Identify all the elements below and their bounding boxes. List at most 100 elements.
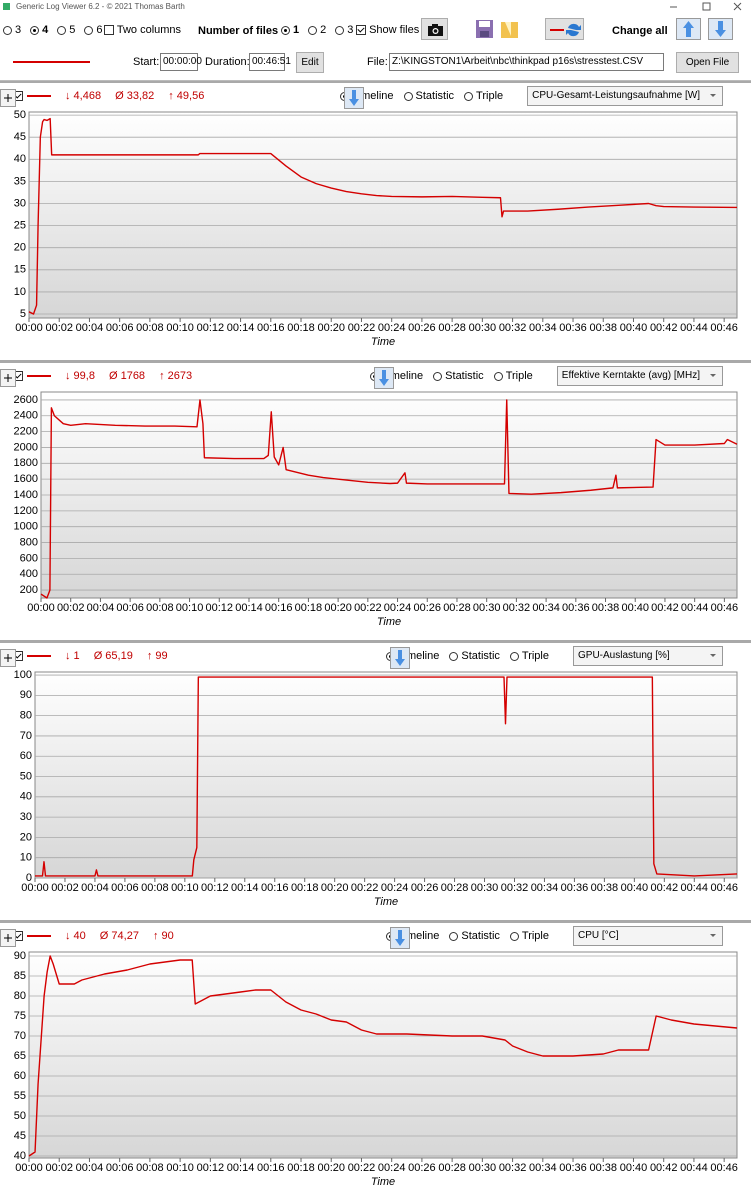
radio[interactable]	[433, 371, 443, 381]
x-tick-label: 00:20	[321, 882, 349, 894]
plot-area	[28, 951, 738, 1159]
x-tick-label: 00:34	[532, 602, 560, 614]
open-file-button[interactable]: Open File	[676, 52, 739, 73]
duration-input[interactable]: 00:46:51	[249, 53, 291, 71]
channel-dropdown[interactable]: CPU-Gesamt-Leistungsaufnahme [W]	[527, 86, 723, 106]
show-files-option[interactable]: Show files	[356, 24, 419, 36]
view-option[interactable]: Triple	[509, 650, 549, 662]
radio[interactable]	[449, 651, 459, 661]
x-tick-label: 00:44	[681, 882, 709, 894]
x-tick-label: 00:42	[650, 322, 678, 334]
radio[interactable]	[84, 25, 94, 35]
stat-value: Ø 33,82	[115, 90, 155, 102]
y-tick-label: 200	[20, 584, 38, 596]
radio[interactable]	[30, 25, 40, 35]
x-tick-label: 00:18	[287, 1162, 315, 1174]
view-option[interactable]: Statistic	[433, 370, 484, 382]
x-tick-label: 00:40	[620, 322, 648, 334]
stats: ↓ 40 Ø 74,27 ↑ 90	[65, 930, 188, 942]
x-tick-label: 00:44	[680, 322, 708, 334]
y-tick-label: 40	[14, 153, 26, 165]
add-button[interactable]	[0, 929, 16, 947]
x-tick-label: 00:16	[261, 882, 289, 894]
column-options: 3 4 5 6	[3, 24, 112, 36]
file-label: File:	[367, 56, 388, 68]
x-tick-label: 00:30	[473, 602, 501, 614]
x-tick-label: 00:40	[621, 602, 649, 614]
radio[interactable]	[281, 25, 290, 35]
move-down-button[interactable]	[390, 647, 411, 669]
y-tick-label: 90	[20, 689, 32, 701]
move-down-button[interactable]	[390, 927, 411, 949]
panel-header-left: ↓ 99,8 Ø 1768 ↑ 2673	[13, 367, 206, 385]
radio[interactable]	[509, 651, 519, 661]
radio[interactable]	[449, 931, 459, 941]
two-columns-option[interactable]: Two columns	[104, 24, 181, 36]
move-up-all-button[interactable]	[676, 18, 701, 40]
view-option[interactable]: Triple	[493, 370, 533, 382]
data-line	[28, 117, 738, 315]
file-count-option[interactable]: 2	[308, 24, 326, 36]
view-option[interactable]: Statistic	[449, 930, 500, 942]
stat-value: ↓ 4,468	[65, 90, 102, 102]
y-tick-label: 85	[14, 970, 26, 982]
y-tick-label: 55	[14, 1090, 26, 1102]
y-tick-label: 30	[20, 811, 32, 823]
x-tick-label: 00:08	[141, 882, 169, 894]
move-down-button[interactable]	[374, 367, 394, 389]
view-option[interactable]: Triple	[509, 930, 549, 942]
plot-area	[34, 671, 738, 879]
add-button[interactable]	[0, 649, 16, 667]
save-button[interactable]	[475, 19, 494, 39]
file-count-option[interactable]: 3	[335, 24, 353, 36]
x-tick-label: 00:06	[106, 322, 134, 334]
move-down-button[interactable]	[344, 87, 365, 109]
open-folder-button[interactable]	[500, 19, 519, 39]
file-count-option[interactable]: 1	[281, 24, 299, 36]
radio[interactable]	[493, 371, 503, 381]
y-tick-label: 10	[14, 286, 26, 298]
radio[interactable]	[509, 931, 519, 941]
column-option[interactable]: 6	[84, 24, 103, 36]
edit-button[interactable]: Edit	[296, 52, 324, 73]
legend-line	[27, 935, 51, 937]
column-option[interactable]: 5	[57, 24, 75, 36]
view-option[interactable]: Statistic	[403, 90, 454, 102]
start-input[interactable]: 00:00:00	[160, 53, 202, 71]
radio[interactable]	[464, 91, 474, 101]
channel-dropdown[interactable]: GPU-Auslastung [%]	[573, 646, 723, 666]
add-button[interactable]	[0, 369, 16, 387]
color-swap-button[interactable]	[545, 18, 584, 40]
x-tick-label: 00:38	[589, 1162, 617, 1174]
move-down-all-button[interactable]	[708, 18, 733, 40]
channel-dropdown[interactable]: Effektive Kerntakte (avg) [MHz]	[556, 366, 723, 386]
channel-dropdown[interactable]: CPU [°C]	[573, 926, 723, 946]
radio[interactable]	[403, 91, 413, 101]
x-tick-label: 00:38	[592, 602, 620, 614]
screenshot-button[interactable]	[421, 18, 448, 40]
file-input[interactable]: Z:\KINGSTON1\Arbeit\nbc\thinkpad p16s\st…	[389, 53, 664, 71]
view-option[interactable]: Statistic	[449, 650, 500, 662]
x-tick-label: 00:04	[76, 1162, 104, 1174]
radio[interactable]	[308, 25, 318, 35]
column-option[interactable]: 4	[30, 24, 48, 36]
window-title: Generic Log Viewer 6.2 - © 2021 Thomas B…	[16, 2, 185, 11]
plot-area	[28, 111, 738, 319]
add-button[interactable]	[0, 89, 16, 107]
column-option[interactable]: 3	[3, 24, 21, 36]
x-tick-label: 00:28	[438, 1162, 466, 1174]
view-option-label: Triple	[476, 90, 504, 102]
x-tick-label: 00:26	[411, 882, 439, 894]
stat-value: ↑ 90	[152, 930, 174, 942]
stat-value: ↑ 2673	[159, 370, 193, 382]
radio[interactable]	[335, 25, 345, 35]
window-buttons[interactable]	[670, 2, 750, 12]
x-tick-label: 00:36	[559, 322, 587, 334]
x-tick-label: 00:20	[324, 602, 352, 614]
x-tick-label: 00:12	[206, 602, 234, 614]
radio[interactable]	[3, 25, 12, 35]
stats: ↓ 99,8 Ø 1768 ↑ 2673	[65, 370, 206, 382]
view-option[interactable]: Triple	[464, 90, 503, 102]
radio[interactable]	[57, 25, 67, 35]
